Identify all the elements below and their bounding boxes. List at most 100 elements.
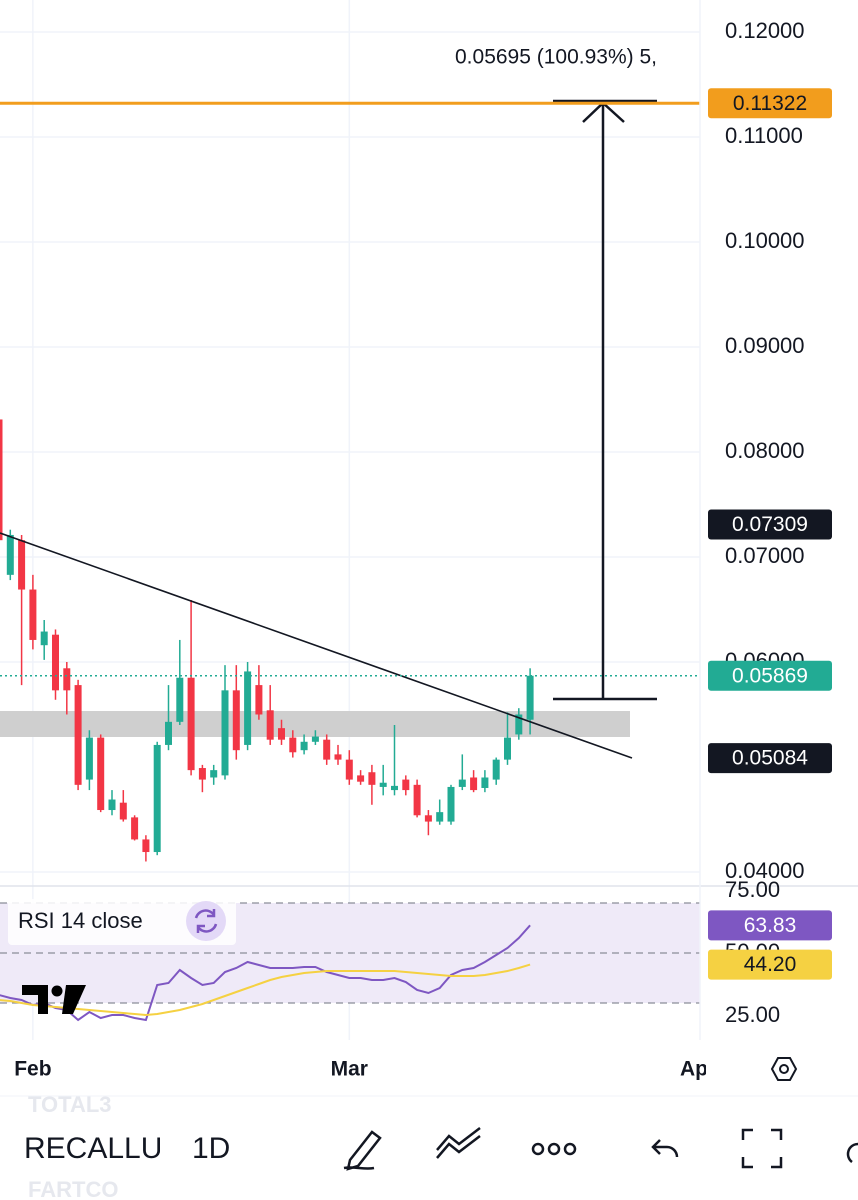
y-tick-label: 0.11000 — [725, 123, 803, 148]
price-label-box — [708, 509, 832, 540]
candle-body — [391, 785, 398, 791]
x-tick-label: Mar — [331, 1058, 368, 1081]
dot — [563, 1142, 577, 1156]
y-tick-label: 0.10000 — [725, 228, 805, 253]
candle-body — [18, 540, 26, 590]
logo-part — [22, 985, 48, 1014]
symbol-button[interactable]: RECALLU — [24, 1132, 162, 1165]
rsi-value-box — [708, 910, 832, 941]
watchlist-item[interactable]: TOTAL3 — [28, 1092, 112, 1117]
candle-body — [481, 777, 489, 788]
candle-body — [0, 419, 3, 541]
rsi-icon-heads — [196, 909, 216, 933]
candle-body — [244, 671, 252, 745]
rsi-tick-label: 75.00 — [725, 877, 780, 902]
y-tick-label: 0.08000 — [725, 438, 805, 463]
draw-button[interactable] — [343, 1130, 382, 1171]
candle-body — [108, 799, 116, 811]
fullscreen-icon — [741, 1128, 783, 1169]
grid — [0, 0, 700, 1040]
rsi-line — [0, 963, 531, 1017]
indicators-icon — [436, 1127, 481, 1159]
candle-body — [424, 815, 432, 822]
candle-body — [74, 685, 82, 785]
dot — [531, 1142, 545, 1156]
candle-body — [6, 534, 14, 575]
candle-body — [210, 770, 218, 778]
candle-body — [345, 759, 353, 780]
candle-body — [402, 779, 410, 791]
fullscreen-button[interactable] — [741, 1128, 783, 1169]
y-tick-label: 0.07000 — [725, 543, 805, 568]
candle-body — [436, 812, 444, 822]
symbol: RECALLU — [24, 1132, 162, 1165]
rsi-icon-arrows — [194, 909, 218, 933]
candle-body — [300, 741, 308, 751]
logo-part — [51, 985, 63, 997]
candle-body — [176, 677, 184, 722]
candle-body — [368, 772, 376, 785]
drawings: 0.05695 (100.93%) 5, — [0, 46, 657, 759]
y-tick-label: 0.12000 — [725, 18, 805, 43]
candle-body — [85, 737, 93, 780]
rsi-value-box — [708, 949, 832, 980]
candle-body — [153, 744, 161, 853]
y-tick-label: 0.09000 — [725, 333, 805, 358]
undo-button[interactable] — [651, 1139, 679, 1158]
candle-body — [221, 690, 229, 776]
candle-body — [526, 675, 534, 720]
candle-body — [187, 677, 195, 771]
candle-body — [278, 728, 285, 740]
candle-body — [232, 690, 240, 751]
candle-body — [470, 777, 478, 791]
price-lines: 0.12000 0.11000 0.10000 0.09000 0.08000 0.070… — [0, 18, 832, 883]
candles — [0, 419, 534, 862]
logo-part — [62, 985, 86, 1014]
candle-body — [504, 737, 511, 760]
settings-button[interactable] — [770, 1057, 798, 1081]
x-axis: Apr Feb Mar — [14, 1058, 706, 1081]
candle-body — [255, 685, 263, 715]
price-label-box — [708, 88, 832, 119]
price-label: 0.07309 — [732, 513, 808, 536]
candle-body — [311, 736, 319, 742]
tv-logo — [22, 985, 86, 1014]
candle-body — [40, 631, 48, 646]
overflow-icon[interactable] — [846, 1142, 858, 1163]
price-label: 0.05084 — [732, 747, 808, 770]
x-tick-label: Feb — [14, 1058, 51, 1081]
candle-body — [323, 739, 331, 760]
dot — [547, 1142, 561, 1156]
candle-body — [413, 784, 421, 816]
candle-body — [198, 768, 206, 780]
settings-icon — [770, 1057, 798, 1081]
candle-body — [266, 710, 274, 740]
toolbar: TOTAL3 FARTCO RECALLU 1D — [0, 1092, 858, 1200]
interval[interactable]: 1D — [192, 1132, 230, 1165]
pencil-icon — [343, 1130, 382, 1171]
watchlist-item[interactable]: FARTCO — [28, 1177, 118, 1200]
candle-body — [63, 668, 71, 691]
y-tick-label: 0.04000 — [725, 858, 805, 883]
candle-body — [379, 782, 387, 787]
price-label-box — [708, 743, 832, 774]
measure-label: 0.05695 (100.93%) 5, — [455, 46, 657, 69]
rsi-value-label: 63.83 — [744, 914, 797, 937]
candle-body — [119, 802, 127, 820]
price-label: 0.11322 — [733, 92, 807, 115]
more-button[interactable] — [531, 1142, 577, 1156]
rsi-title: RSI 14 close — [18, 908, 143, 933]
candle-body — [458, 779, 466, 787]
rsi-icon[interactable] — [186, 901, 226, 941]
candle-body — [289, 737, 297, 753]
indicators-button[interactable] — [436, 1127, 481, 1159]
rsi-lines — [0, 924, 531, 1022]
last-price-label: 0.05869 — [732, 664, 808, 687]
last-price-label-box — [708, 660, 832, 691]
rsi-line — [0, 924, 531, 1022]
rsi-header-bg — [8, 899, 236, 945]
rsi-tick-label: 25.00 — [725, 1002, 780, 1027]
candle-body — [142, 839, 150, 853]
candle-body — [492, 759, 500, 780]
candle-body — [334, 754, 342, 760]
